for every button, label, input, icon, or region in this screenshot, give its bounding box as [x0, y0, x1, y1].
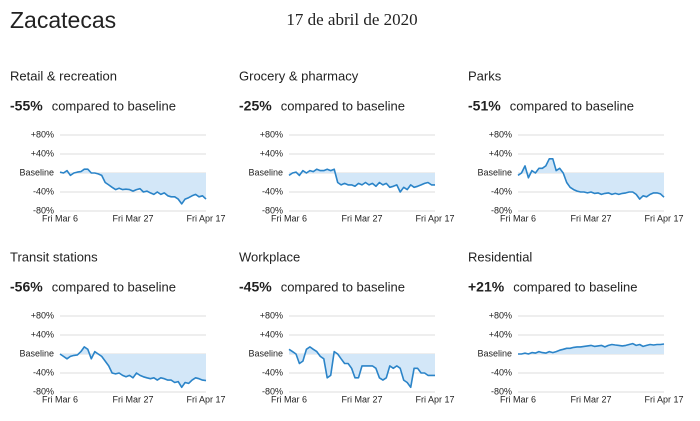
headline-text: compared to baseline — [52, 279, 176, 294]
x-tick-label: Fri Mar 6 — [500, 394, 536, 404]
y-tick-label: Baseline — [19, 348, 54, 358]
headline-text: compared to baseline — [281, 98, 405, 113]
y-tick-label: +40% — [489, 329, 512, 339]
x-tick-label: Fri Mar 27 — [570, 213, 611, 223]
headline-change: -56% — [10, 279, 43, 295]
y-tick-label: -40% — [262, 367, 283, 377]
trend-line — [517, 158, 665, 200]
trend-line — [288, 168, 435, 193]
y-tick-label: +80% — [31, 310, 54, 320]
headline-text: compared to baseline — [52, 98, 176, 113]
headline-change: +21% — [468, 279, 505, 295]
x-tick-label: Fri Apr 17 — [415, 213, 454, 223]
y-tick-label: -80% — [262, 386, 283, 396]
x-tick-label: Fri Apr 17 — [186, 213, 225, 223]
y-tick-label: +80% — [31, 129, 54, 139]
y-tick-label: +80% — [489, 129, 512, 139]
y-tick-label: +40% — [260, 329, 283, 339]
trend-line — [518, 342, 665, 355]
x-tick-label: Fri Mar 27 — [341, 213, 382, 223]
x-tick-label: Fri Mar 27 — [112, 394, 153, 404]
headline-change: -55% — [10, 98, 43, 114]
y-tick-label: +40% — [260, 148, 283, 158]
x-tick-label: Fri Mar 27 — [112, 213, 153, 223]
area-fill — [518, 343, 664, 354]
y-tick-label: Baseline — [19, 167, 54, 177]
y-tick-label: Baseline — [477, 348, 512, 358]
y-tick-label: Baseline — [477, 167, 512, 177]
x-tick-label: Fri Mar 6 — [271, 213, 307, 223]
chart-title: Parks — [468, 68, 502, 83]
x-tick-label: Fri Apr 17 — [186, 394, 225, 404]
x-tick-label: Fri Mar 27 — [570, 394, 611, 404]
x-tick-label: Fri Mar 27 — [341, 394, 382, 404]
y-tick-label: +80% — [489, 310, 512, 320]
area-fill — [518, 158, 664, 200]
x-tick-label: Fri Mar 6 — [42, 213, 78, 223]
x-tick-label: Fri Mar 6 — [271, 394, 307, 404]
trend-line — [59, 168, 207, 205]
y-tick-label: -40% — [262, 186, 283, 196]
y-tick-label: -80% — [262, 205, 283, 215]
trend-line — [288, 346, 435, 389]
area-fill — [289, 346, 435, 388]
trend-line — [59, 346, 207, 389]
y-tick-label: +80% — [260, 129, 283, 139]
chart-title: Residential — [468, 249, 532, 264]
headline-text: compared to baseline — [281, 279, 405, 294]
y-tick-label: -80% — [491, 205, 512, 215]
y-tick-label: -40% — [491, 367, 512, 377]
y-tick-label: Baseline — [248, 167, 283, 177]
headline-text: compared to baseline — [513, 279, 637, 294]
chart-title: Grocery & pharmacy — [239, 68, 359, 83]
headline-text: compared to baseline — [510, 98, 634, 113]
page-title: Zacatecas — [10, 7, 116, 33]
area-fill — [60, 346, 206, 388]
headline-change: -51% — [468, 98, 501, 114]
y-tick-label: Baseline — [248, 348, 283, 358]
y-tick-label: -40% — [491, 186, 512, 196]
headline-change: -25% — [239, 98, 272, 114]
area-fill — [289, 169, 435, 192]
x-tick-label: Fri Mar 6 — [42, 394, 78, 404]
y-tick-label: -80% — [491, 386, 512, 396]
y-tick-label: +40% — [489, 148, 512, 158]
headline-change: -45% — [239, 279, 272, 295]
report-date: 17 de abril de 2020 — [286, 10, 417, 29]
x-tick-label: Fri Apr 17 — [415, 394, 454, 404]
x-tick-label: Fri Mar 6 — [500, 213, 536, 223]
y-tick-label: +80% — [260, 310, 283, 320]
chart-title: Workplace — [239, 249, 300, 264]
y-tick-label: -80% — [33, 386, 54, 396]
x-tick-label: Fri Apr 17 — [644, 213, 683, 223]
y-tick-label: -40% — [33, 186, 54, 196]
area-fill — [60, 169, 206, 204]
y-tick-label: +40% — [31, 148, 54, 158]
y-tick-label: -80% — [33, 205, 54, 215]
x-tick-label: Fri Apr 17 — [644, 394, 683, 404]
y-tick-label: -40% — [33, 367, 54, 377]
y-tick-label: +40% — [31, 329, 54, 339]
chart-title: Transit stations — [10, 249, 98, 264]
chart-title: Retail & recreation — [10, 68, 117, 83]
